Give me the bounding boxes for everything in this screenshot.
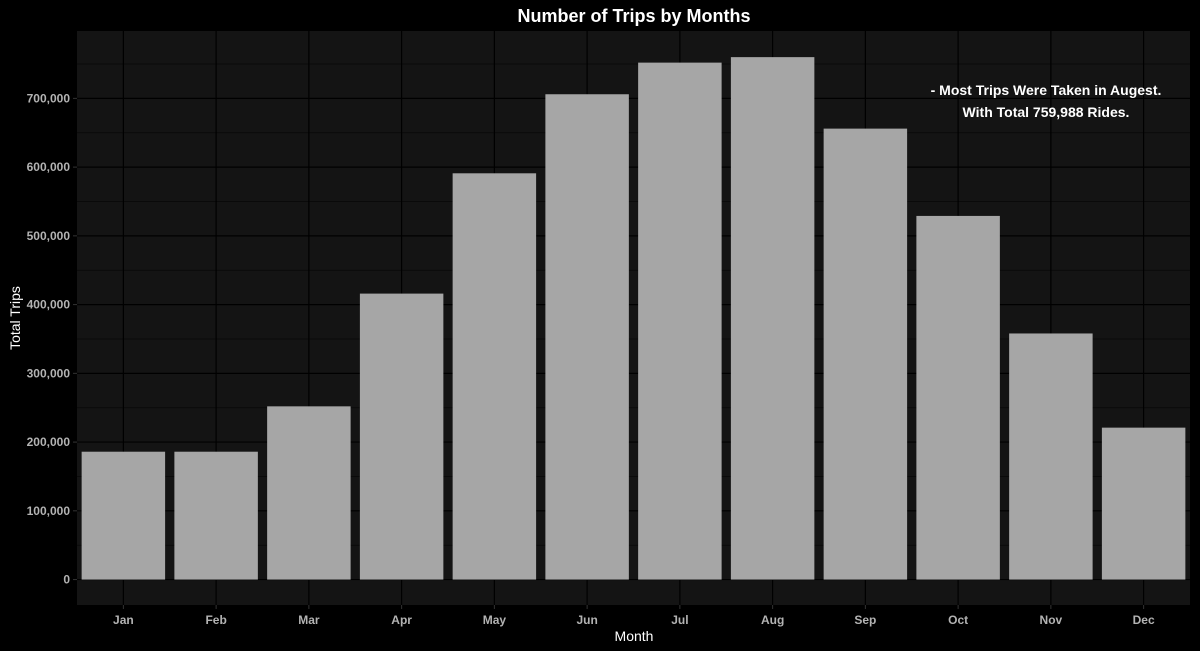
bar-mar	[267, 406, 351, 580]
bar-may	[452, 173, 537, 580]
bar-nov	[1009, 333, 1093, 580]
x-tick-label: Aug	[761, 613, 784, 627]
bar-jul	[638, 62, 722, 580]
x-tick-label: Jan	[113, 613, 134, 627]
x-axis-ticks: Jan Feb Mar Apr May Jun Jul Aug Sep Oct Nov Dec	[113, 605, 1155, 627]
x-tick-label: Jun	[576, 613, 597, 627]
y-tick-label: 100,000	[27, 504, 71, 518]
x-tick-label: Oct	[948, 613, 968, 627]
x-tick-label: Feb	[205, 613, 226, 627]
y-tick-label: 600,000	[27, 160, 71, 174]
x-tick-label: Jul	[671, 613, 688, 627]
bars	[81, 57, 1186, 580]
bar-dec	[1101, 427, 1186, 580]
bar-sep	[823, 128, 908, 580]
x-tick-label: Dec	[1133, 613, 1155, 627]
bar-apr	[359, 293, 444, 580]
x-tick-label: May	[483, 613, 507, 627]
y-tick-label: 200,000	[27, 435, 71, 449]
chart-title: Number of Trips by Months	[517, 6, 750, 26]
bar-jan	[81, 451, 166, 580]
y-tick-label: 400,000	[27, 298, 71, 312]
annotation-line-1: - Most Trips Were Taken in Augest.	[931, 82, 1162, 98]
y-tick-label: 500,000	[27, 229, 71, 243]
y-axis-title: Total Trips	[7, 286, 23, 350]
annotation-line-2: With Total 759,988 Rides.	[963, 104, 1130, 120]
plot-panel	[77, 31, 1190, 605]
x-tick-label: Nov	[1040, 613, 1063, 627]
x-tick-label: Sep	[854, 613, 876, 627]
x-tick-label: Mar	[298, 613, 320, 627]
y-tick-label: 700,000	[27, 91, 71, 105]
bar-aug	[730, 57, 815, 580]
y-axis-ticks: 0 100,000 200,000 300,000 400,000 500,000 600,…	[27, 91, 77, 587]
y-tick-label: 300,000	[27, 366, 71, 380]
bar-jun	[545, 94, 629, 580]
y-tick-label: 0	[63, 573, 70, 587]
x-tick-label: Apr	[391, 613, 412, 627]
bar-feb	[174, 451, 258, 580]
bar-oct	[916, 215, 1000, 580]
x-axis-title: Month	[615, 628, 654, 644]
